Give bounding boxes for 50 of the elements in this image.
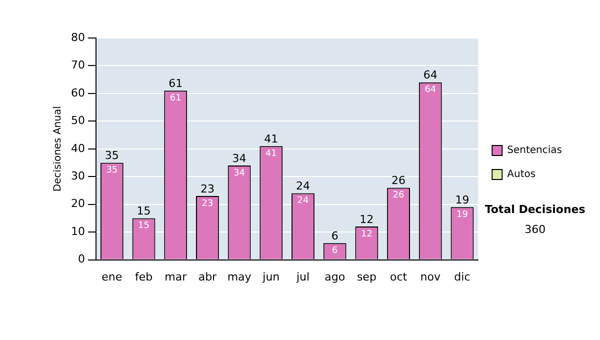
total-label: 12 <box>360 212 374 226</box>
y-tick-label: 30 <box>70 169 85 182</box>
x-tick-label: jul <box>295 270 310 284</box>
y-tick-label: 80 <box>70 30 85 44</box>
total-label: 24 <box>296 180 310 193</box>
data-label: 64 <box>424 85 436 96</box>
y-tick-label: 10 <box>70 224 85 238</box>
legend-label: Sentencias <box>507 145 562 156</box>
x-tick-label: abr <box>198 270 218 284</box>
x-tick-label: jun <box>262 270 280 284</box>
data-label: 15 <box>138 221 150 232</box>
x-tick-label: dic <box>454 270 470 284</box>
y-tick-label: 60 <box>70 86 85 100</box>
data-label: 26 <box>392 190 405 201</box>
total-label: 23 <box>200 182 214 196</box>
data-label: 6 <box>332 246 338 256</box>
data-label: 61 <box>170 94 182 104</box>
x-tick-label: ene <box>102 270 122 284</box>
legend-label: Autos <box>507 169 536 180</box>
data-label: 19 <box>456 210 468 220</box>
data-label: 12 <box>360 229 372 240</box>
y-axis-title: Decisiones Anual <box>52 106 64 192</box>
y-tick-label: 70 <box>70 58 85 72</box>
total-label: 61 <box>168 77 183 90</box>
x-tick-label: ago <box>324 270 346 284</box>
data-label: 23 <box>202 198 214 209</box>
total-label: 41 <box>264 132 278 146</box>
total-label: 15 <box>136 204 151 218</box>
x-tick-label: feb <box>134 270 153 284</box>
y-tick-label: 50 <box>70 114 85 128</box>
total-label: 34 <box>232 152 246 165</box>
total-label: 64 <box>423 68 438 82</box>
data-label: 35 <box>106 166 118 176</box>
total-label: 19 <box>455 193 470 206</box>
y-tick-label: 0 <box>78 252 85 266</box>
y-tick-label: 40 <box>70 142 85 155</box>
total-label: 35 <box>104 149 119 162</box>
x-tick-label: may <box>227 270 252 284</box>
data-label: 24 <box>297 196 309 206</box>
x-tick-label: mar <box>164 270 188 284</box>
data-label: 34 <box>234 168 246 178</box>
total-label: 26 <box>392 174 406 188</box>
data-label: 41 <box>265 148 277 159</box>
text: Total Decisiones <box>484 202 586 216</box>
text: 360 <box>524 222 546 236</box>
x-tick-label: sep <box>356 270 376 284</box>
x-tick-label: oct <box>390 270 408 284</box>
x-tick-label: nov <box>420 270 441 284</box>
y-tick-label: 20 <box>70 197 85 210</box>
total-label: 6 <box>331 230 338 243</box>
